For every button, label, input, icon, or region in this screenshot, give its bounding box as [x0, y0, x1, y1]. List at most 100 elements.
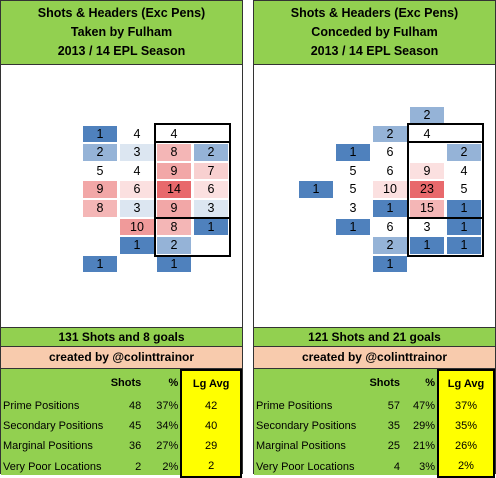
stats-lgavg: 42 — [180, 396, 242, 416]
heatmap-cell: 5 — [336, 162, 370, 180]
stats-row: Marginal Positions 25 21% 26% — [254, 436, 495, 456]
heatmap-cell: 7 — [194, 162, 228, 180]
heatmap-cell: 2 — [194, 144, 228, 161]
title-line-3: 2013 / 14 EPL Season — [57, 44, 186, 58]
chart-panel-taken: Shots & Headers (Exc Pens) Taken by Fulh… — [0, 0, 243, 478]
heatmap-cell: 6 — [373, 218, 407, 236]
credit-line: created by @colinttrainor — [1, 347, 242, 369]
heatmap-cell: 4 — [120, 162, 154, 180]
stats-label: Prime Positions — [256, 400, 333, 412]
heatmap-grid: 1 4 4 2 3 8 2 5 4 9 7 9 6 14 6 8 3 9 3 10 8 1 1 2 1 1 — [1, 65, 242, 327]
stats-shots: 45 — [129, 420, 142, 432]
heatmap-cell: 6 — [194, 181, 228, 198]
heatmap-cell: 1 — [83, 255, 117, 273]
chart-title: Shots & Headers (Exc Pens) Conceded by F… — [254, 1, 495, 65]
stats-pct: 27% — [156, 440, 179, 452]
heatmap-cell: 2 — [157, 237, 191, 254]
heatmap-cell: 6 — [120, 181, 154, 198]
stats-lgavg: 29 — [180, 436, 242, 456]
heatmap-cell: 1 — [157, 255, 191, 273]
heatmap-cell: 1 — [194, 218, 228, 236]
chart-panel-conceded: Shots & Headers (Exc Pens) Conceded by F… — [253, 0, 496, 478]
stats-header-shots: Shots — [110, 377, 142, 389]
heatmap-cell: 5 — [336, 181, 370, 198]
heatmap-cell: 9 — [157, 162, 191, 180]
stats-label: Secondary Positions — [256, 420, 357, 432]
heatmap-cell: 10 — [120, 218, 154, 236]
stats-label: Marginal Positions — [256, 440, 346, 452]
stats-shots: 35 — [387, 420, 400, 432]
heatmap-cell: 1 — [447, 200, 481, 217]
stats-row: Secondary Positions 45 34% 40 — [1, 416, 242, 436]
heatmap-cell: 1 — [447, 218, 481, 236]
stats-header-shots: Shots — [369, 377, 400, 389]
stats-row: Very Poor Locations 4 3% 2% — [254, 456, 495, 478]
stats-pct: 21% — [412, 440, 435, 452]
stats-label: Very Poor Locations — [256, 460, 355, 473]
stats-shots: 2 — [135, 460, 142, 473]
stats-pct: 3% — [419, 460, 435, 473]
heatmap-cell: 3 — [194, 200, 228, 217]
title-line-3: 2013 / 14 EPL Season — [310, 44, 439, 58]
heatmap-cell: 5 — [447, 181, 481, 198]
heatmap-cell: 4 — [447, 162, 481, 180]
stats-table: Shots % Lg Avg Prime Positions 57 47% 37… — [254, 369, 495, 478]
heatmap-cell: 8 — [83, 200, 117, 217]
stats-pct: 47% — [412, 400, 435, 412]
stats-header-lgavg: Lg Avg — [437, 369, 495, 396]
stats-row: Prime Positions 57 47% 37% — [254, 396, 495, 416]
heatmap-cell: 1 — [336, 144, 370, 161]
heatmap-cell: 4 — [410, 125, 444, 143]
stats-header-blank — [254, 370, 364, 396]
stats-shots: 48 — [129, 400, 142, 412]
stats-lgavg: 2% — [437, 456, 495, 478]
stats-shots: 25 — [387, 440, 400, 452]
heatmap-cell: 14 — [157, 181, 191, 198]
heatmap-cell: 1 — [83, 125, 117, 143]
stats-lgavg: 37% — [437, 396, 495, 416]
stats-header-row: Shots % Lg Avg — [1, 369, 242, 396]
heatmap-grid: 2 2 4 1 6 2 5 6 9 4 1 5 10 23 5 3 1 15 1 1 6 3 1 2 1 1 1 — [254, 65, 495, 327]
heatmap-cell: 1 — [336, 218, 370, 236]
shots-summary: 121 Shots and 21 goals — [254, 327, 495, 347]
heatmap-cell: 15 — [410, 200, 444, 217]
stats-header-pct: % — [168, 377, 179, 389]
heatmap-cell: 1 — [410, 237, 444, 254]
heatmap-cell: 6 — [373, 162, 407, 180]
heatmap-cell: 9 — [83, 181, 117, 198]
credit-line: created by @colinttrainor — [254, 347, 495, 369]
heatmap-cell: 8 — [157, 218, 191, 236]
heatmap-cell: 9 — [410, 162, 444, 180]
heatmap-cell: 23 — [410, 181, 444, 198]
title-line-2: Taken by Fulham — [70, 25, 173, 39]
stats-header-pct: % — [425, 377, 435, 389]
heatmap-cell: 4 — [157, 125, 191, 143]
heatmap-cell: 2 — [410, 107, 444, 124]
heatmap-cell: 9 — [157, 200, 191, 217]
chart-title: Shots & Headers (Exc Pens) Taken by Fulh… — [1, 1, 242, 65]
stats-header-row: Shots % Lg Avg — [254, 369, 495, 396]
stats-label: Marginal Positions — [3, 440, 93, 452]
stats-row: Prime Positions 48 37% 42 — [1, 396, 242, 416]
title-line-1: Shots & Headers (Exc Pens) — [290, 6, 459, 20]
stats-header-blank — [1, 370, 105, 396]
stats-pct: 29% — [412, 420, 435, 432]
stats-row: Marginal Positions 36 27% 29 — [1, 436, 242, 456]
heatmap-cell: 4 — [120, 125, 154, 143]
stats-pct: 37% — [156, 400, 179, 412]
stats-label: Prime Positions — [3, 400, 80, 412]
stats-lgavg: 26% — [437, 436, 495, 456]
title-line-2: Conceded by Fulham — [311, 25, 438, 39]
heatmap-cell: 5 — [83, 162, 117, 180]
heatmap-cell: 8 — [157, 144, 191, 161]
heatmap-cell: 1 — [299, 181, 333, 198]
stats-shots: 57 — [387, 400, 400, 412]
stats-table: Shots % Lg Avg Prime Positions 48 37% 42… — [1, 369, 242, 478]
heatmap-cell: 1 — [373, 200, 407, 217]
heatmap-cell: 1 — [373, 255, 407, 273]
stats-row: Secondary Positions 35 29% 35% — [254, 416, 495, 436]
heatmap-cell: 3 — [120, 144, 154, 161]
stats-shots: 4 — [393, 460, 400, 473]
stats-header-lgavg: Lg Avg — [180, 369, 242, 396]
heatmap-cell: 3 — [336, 200, 370, 217]
